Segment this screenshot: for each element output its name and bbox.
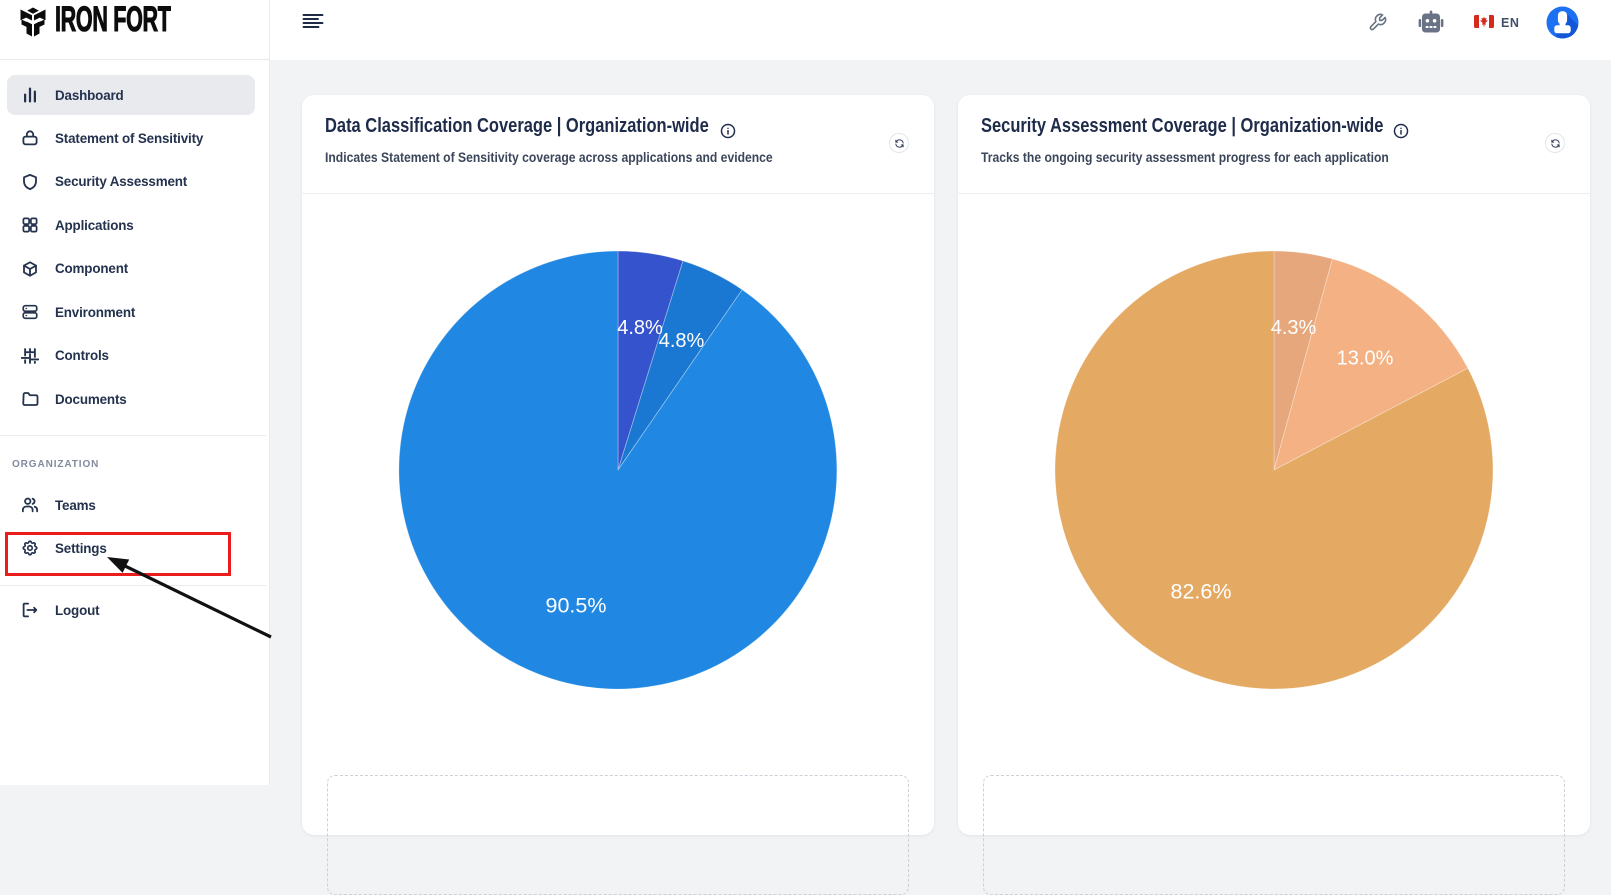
svg-text:82.6%: 82.6% — [1171, 580, 1232, 604]
svg-text:4.8%: 4.8% — [659, 330, 705, 352]
svg-text:4.8%: 4.8% — [617, 317, 663, 339]
svg-text:90.5%: 90.5% — [546, 594, 607, 618]
svg-text:13.0%: 13.0% — [1337, 348, 1394, 370]
svg-text:4.3%: 4.3% — [1271, 317, 1317, 339]
